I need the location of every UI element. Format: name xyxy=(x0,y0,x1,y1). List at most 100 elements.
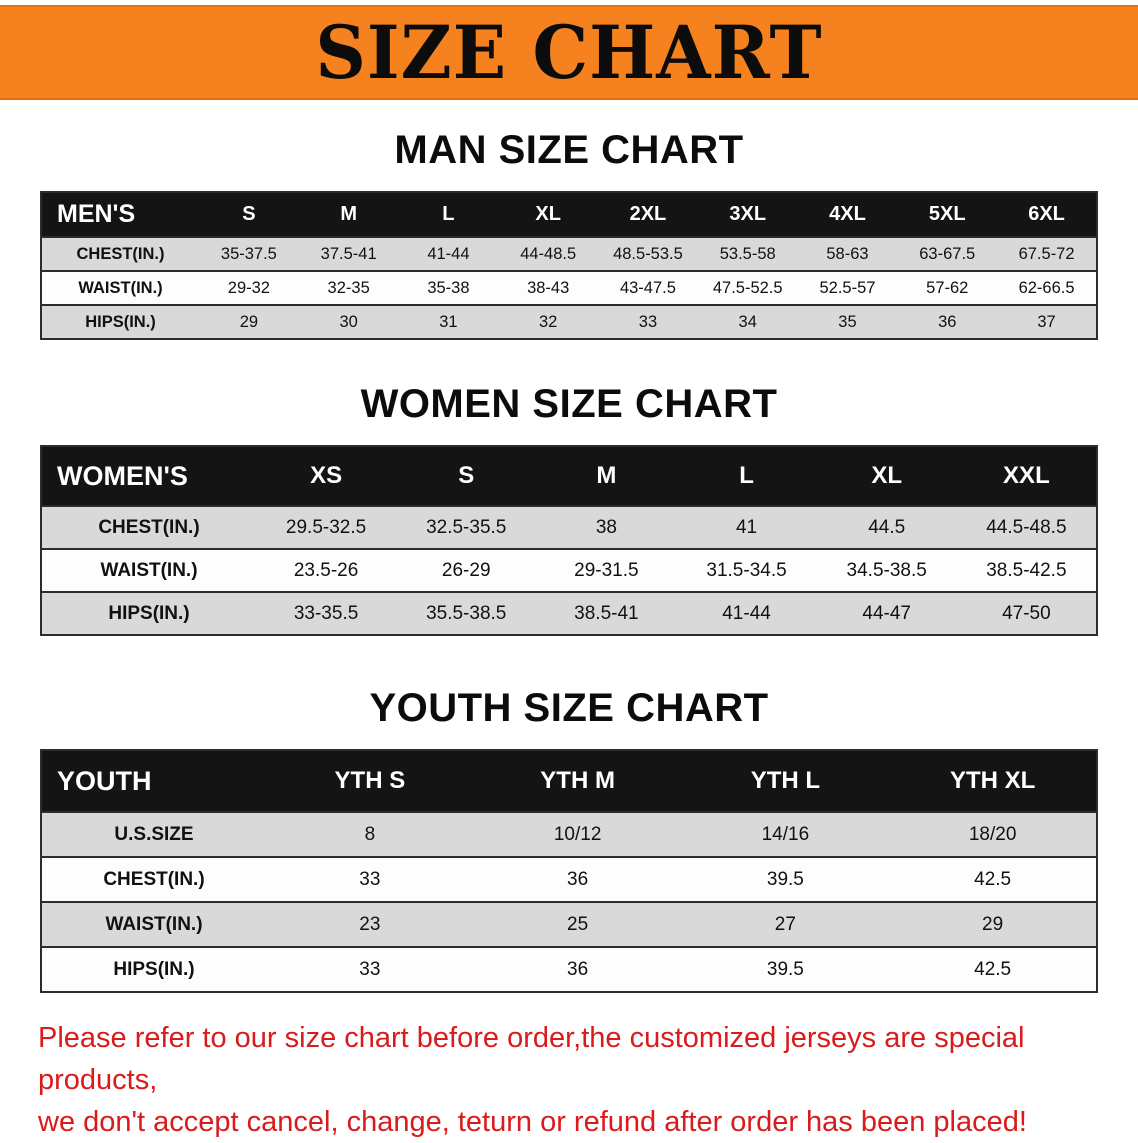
table-row: U.S.SIZE 8 10/12 14/16 18/20 xyxy=(41,812,1097,857)
women-size-section: WOMEN SIZE CHART WOMEN'S XS S M L XL XXL CHEST(… xyxy=(0,382,1138,636)
row-label: CHEST(IN.) xyxy=(76,244,165,263)
table-row: CHEST(IN.) 29.5-32.5 32.5-35.5 38 41 44.5 44.5… xyxy=(41,506,1097,549)
size-value-cell: 53.5-58 xyxy=(719,244,776,263)
youth-section-heading: YOUTH SIZE CHART xyxy=(369,686,769,730)
size-value-cell: 29-31.5 xyxy=(574,559,639,581)
men-section-heading: MAN SIZE CHART xyxy=(394,128,744,172)
table-title-cell: MEN'S xyxy=(57,200,136,228)
table-header-row: WOMEN'S XS S M L XL XXL xyxy=(41,446,1097,506)
size-value-cell: 39.5 xyxy=(766,958,804,980)
row-label: WAIST(IN.) xyxy=(100,559,198,581)
table-row: WAIST(IN.) 29-32 32-35 35-38 38-43 43-47.5 47.… xyxy=(41,271,1097,305)
table-title-cell: WOMEN'S xyxy=(57,460,188,491)
table-row: HIPS(IN.) 33 36 39.5 42.5 xyxy=(41,947,1097,992)
size-value-cell: 41 xyxy=(735,516,758,538)
size-column-header: YTH M xyxy=(540,767,615,794)
disclaimer-line-2: we don't accept cancel, change, teturn o… xyxy=(38,1106,1027,1139)
row-label: WAIST(IN.) xyxy=(105,913,203,935)
size-value-cell: 29 xyxy=(239,312,259,331)
size-value-cell: 37.5-41 xyxy=(320,244,377,263)
size-column-header: S xyxy=(458,462,475,489)
size-value-cell: 8 xyxy=(364,823,376,845)
size-value-cell: 35-37.5 xyxy=(220,244,277,263)
size-value-cell: 47.5-52.5 xyxy=(712,278,783,297)
table-header-row: YOUTH YTH S YTH M YTH L YTH XL xyxy=(41,750,1097,812)
size-value-cell: 36 xyxy=(567,958,589,980)
size-column-header: XXL xyxy=(1003,462,1050,489)
size-value-cell: 43-47.5 xyxy=(619,278,676,297)
size-value-cell: 47-50 xyxy=(1002,602,1051,624)
size-value-cell: 33 xyxy=(638,312,658,331)
size-value-cell: 14/16 xyxy=(761,823,810,845)
size-column-header: YTH XL xyxy=(949,767,1036,794)
size-value-cell: 38 xyxy=(595,516,617,538)
size-value-cell: 10/12 xyxy=(553,823,602,845)
table-row: WAIST(IN.) 23 25 27 29 xyxy=(41,902,1097,947)
size-chart-page: SIZE CHART MAN SIZE CHART MEN'S S M L XL 2XL 3… xyxy=(0,5,1138,1143)
size-value-cell: 32-35 xyxy=(327,278,370,297)
row-label: WAIST(IN.) xyxy=(78,278,163,297)
row-label: CHEST(IN.) xyxy=(98,516,200,538)
row-label: HIPS(IN.) xyxy=(113,958,195,980)
size-value-cell: 39.5 xyxy=(766,868,804,890)
size-column-header: XS xyxy=(310,462,343,489)
size-value-cell: 41-44 xyxy=(427,244,470,263)
size-column-header: XL xyxy=(871,462,903,489)
size-value-cell: 58-63 xyxy=(826,244,869,263)
women-size-table: WOMEN'S XS S M L XL XXL CHEST(IN.) 29.5-32.5 32.5… xyxy=(40,445,1098,636)
size-value-cell: 38.5-42.5 xyxy=(986,559,1067,581)
size-value-cell: 25 xyxy=(567,913,589,935)
size-column-header: 3XL xyxy=(729,203,767,225)
size-column-header: M xyxy=(340,203,357,225)
size-value-cell: 41-44 xyxy=(722,602,771,624)
size-value-cell: 18/20 xyxy=(968,823,1017,845)
size-value-cell: 33-35.5 xyxy=(293,602,359,624)
size-column-header: M xyxy=(596,462,617,489)
size-value-cell: 35-38 xyxy=(427,278,470,297)
size-column-header: L xyxy=(442,203,455,225)
size-value-cell: 44.5 xyxy=(868,516,906,538)
size-column-header: XL xyxy=(535,203,561,225)
size-value-cell: 62-66.5 xyxy=(1018,278,1075,297)
row-label: HIPS(IN.) xyxy=(108,602,190,624)
size-value-cell: 52.5-57 xyxy=(819,278,876,297)
size-value-cell: 23 xyxy=(359,913,381,935)
size-column-header: L xyxy=(739,462,754,489)
youth-size-table: YOUTH YTH S YTH M YTH L YTH XL U.S.SIZE 8 10/12… xyxy=(40,749,1098,993)
size-value-cell: 36 xyxy=(938,312,957,331)
size-value-cell: 31.5-34.5 xyxy=(706,559,787,581)
row-label: HIPS(IN.) xyxy=(85,312,156,331)
size-value-cell: 31 xyxy=(439,312,458,331)
size-column-header: 6XL xyxy=(1028,203,1065,225)
size-value-cell: 44-48.5 xyxy=(520,244,577,263)
size-column-header: YTH S xyxy=(334,767,406,794)
size-value-cell: 63-67.5 xyxy=(919,244,976,263)
men-size-table: MEN'S S M L XL 2XL 3XL 4XL 5XL 6XL CHEST(IN.) 35-37… xyxy=(40,191,1098,340)
youth-size-section: YOUTH SIZE CHART YOUTH YTH S YTH M YTH L YTH… xyxy=(0,686,1138,993)
size-value-cell: 42.5 xyxy=(974,868,1012,890)
size-value-cell: 34 xyxy=(738,312,757,331)
size-value-cell: 35 xyxy=(838,312,857,331)
table-title-cell: YOUTH xyxy=(57,765,152,796)
size-column-header: 4XL xyxy=(829,203,866,225)
size-value-cell: 26-29 xyxy=(441,559,491,581)
order-disclaimer: Please refer to our size chart before or… xyxy=(38,1017,1100,1143)
size-column-header: YTH L xyxy=(750,767,821,794)
size-value-cell: 57-62 xyxy=(926,278,969,297)
table-row: CHEST(IN.) 35-37.5 37.5-41 41-44 44-48.5 48.5… xyxy=(41,237,1097,271)
size-value-cell: 23.5-26 xyxy=(293,559,359,581)
table-header-row: MEN'S S M L XL 2XL 3XL 4XL 5XL 6XL xyxy=(41,192,1097,237)
size-value-cell: 42.5 xyxy=(974,958,1012,980)
size-value-cell: 33 xyxy=(359,868,381,890)
size-value-cell: 29 xyxy=(982,913,1004,935)
page-title: SIZE CHART xyxy=(315,8,823,97)
table-row: CHEST(IN.) 33 36 39.5 42.5 xyxy=(41,857,1097,902)
size-value-cell: 30 xyxy=(339,312,358,331)
size-column-header: 2XL xyxy=(629,203,667,225)
disclaimer-line-1: Please refer to our size chart before or… xyxy=(38,1022,1025,1097)
size-column-header: S xyxy=(242,203,256,225)
size-value-cell: 35.5-38.5 xyxy=(426,602,507,624)
size-value-cell: 48.5-53.5 xyxy=(613,244,683,263)
size-value-cell: 29.5-32.5 xyxy=(285,516,367,538)
size-column-header: 5XL xyxy=(928,203,966,225)
